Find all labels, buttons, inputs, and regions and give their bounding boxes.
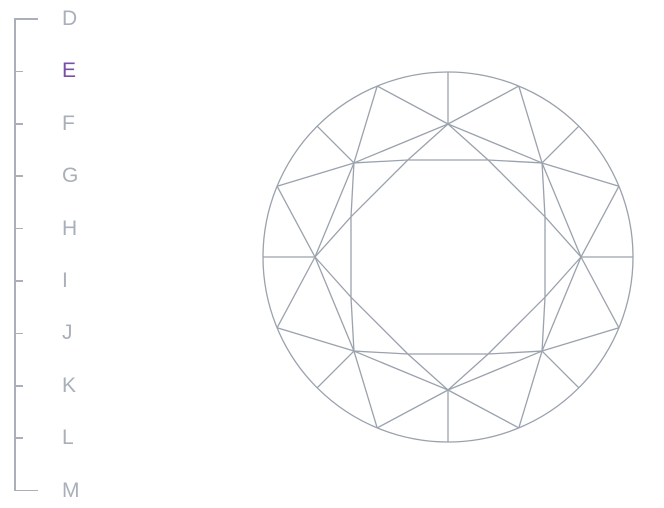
star-facet-edge [314,216,352,258]
upper-girdle-edge [316,125,355,164]
star-facet-edge [544,256,582,298]
star-facet-edge [447,123,489,161]
star-facet-edge [314,256,352,298]
upper-girdle-edge [353,350,378,429]
scale-tick-l [14,437,23,439]
kite-facet-edge [541,256,582,352]
star-facet-edge [488,159,543,164]
table-edge [350,159,409,218]
grade-m[interactable]: M [62,478,80,502]
kite-facet-edge [353,123,449,164]
star-facet-edge [544,216,582,258]
star-facet-edge [407,353,449,391]
grade-f[interactable]: F [62,111,75,135]
scale-tick-k [14,385,23,387]
scale-track [14,19,16,490]
scale-tick-h [14,227,23,230]
star-facet-edge [407,123,449,161]
scale-tick-j [14,332,23,335]
upper-girdle-edge [276,327,355,352]
upper-girdle-edge [518,85,543,164]
grade-l[interactable]: L [62,426,74,450]
scale-tick-g [14,175,23,177]
grade-g[interactable]: G [62,164,79,188]
kite-facet-edge [353,350,449,391]
grade-i[interactable]: I [62,269,68,292]
kite-facet-edge [314,256,355,352]
star-facet-edge [541,162,546,217]
upper-girdle-edge [541,350,580,389]
upper-girdle-edge [276,185,316,258]
scale-tick-e [14,70,23,73]
scale-tick-m [14,489,38,492]
grade-d[interactable]: D [62,7,78,30]
upper-girdle-edge [276,162,355,187]
table-edge [487,159,546,218]
kite-facet-edge [447,123,543,164]
star-facet-edge [353,350,408,355]
star-facet-edge [350,297,355,352]
round-brilliant-diamond-icon [262,71,634,443]
upper-girdle-edge [353,85,378,164]
upper-girdle-edge [276,256,316,329]
upper-girdle-edge [580,185,620,258]
grade-e[interactable]: E [62,59,77,83]
upper-girdle-edge [376,85,449,125]
star-facet-edge [541,297,546,352]
upper-girdle-edge [376,389,449,429]
upper-girdle-edge [518,350,543,429]
star-facet-edge [350,162,355,217]
upper-girdle-edge [580,256,620,329]
scale-tick-d [14,18,38,20]
upper-girdle-edge [541,125,580,164]
upper-girdle-edge [541,162,620,187]
kite-facet-edge [541,162,582,258]
grade-k[interactable]: K [62,373,77,397]
grade-h[interactable]: H [62,216,78,240]
upper-girdle-edge [447,389,520,429]
star-facet-edge [353,159,408,164]
grade-j[interactable]: J [62,321,73,345]
upper-girdle-edge [541,327,620,352]
upper-girdle-edge [316,350,355,389]
table-edge [350,296,409,355]
scale-tick-i [14,280,23,282]
star-facet-edge [447,353,489,391]
kite-facet-edge [447,350,543,391]
kite-facet-edge [314,162,355,258]
star-facet-edge [488,350,543,355]
diamond-facets [262,71,634,443]
upper-girdle-edge [447,85,520,125]
scale-tick-f [14,123,23,125]
table-edge [487,296,546,355]
